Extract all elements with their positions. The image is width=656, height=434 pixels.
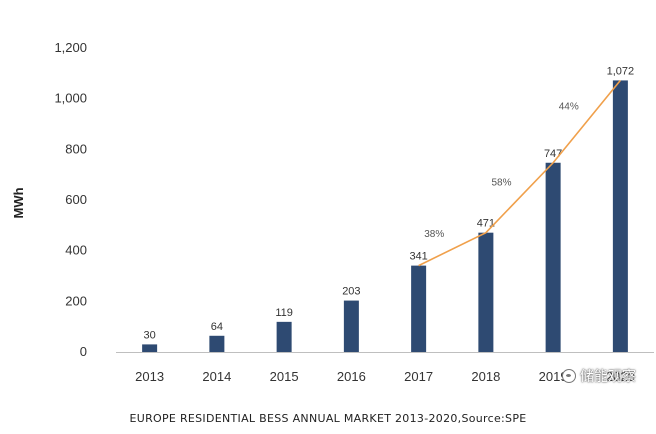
y-tick-label: 600 [65,192,87,207]
growth-label: 38% [424,229,444,240]
x-tick-label: 2014 [202,369,231,384]
x-tick-label: 2016 [337,369,366,384]
bar-value-label: 1,072 [607,65,635,77]
bar-2014 [209,335,225,352]
x-axis-ticks: 2013 2014 2015 2016 2017 2018 2019 2020 [135,369,635,384]
y-tick-label: 400 [65,243,87,258]
y-tick-label: 0 [80,344,87,359]
x-tick-label: 2018 [471,369,500,384]
bar-2016 [343,300,359,352]
growth-label: 58% [491,178,511,189]
watermark-text: 储能观察 [580,369,636,385]
x-tick-label: 2013 [135,369,164,384]
x-tick-label: 2019 [539,369,568,384]
bar-2018 [478,232,494,352]
y-axis-ticks: 0 200 400 600 800 1,000 1,200 [54,40,87,359]
watermark: 储能观察 [562,366,636,386]
wechat-icon [562,369,576,383]
y-tick-label: 200 [65,293,87,308]
y-tick-label: 1,200 [54,40,87,55]
bar-value-label: 30 [144,329,156,341]
growth-label: 44% [559,102,579,113]
bar-2017 [411,265,427,352]
growth-labels: 38% 58% 44% [424,102,579,241]
y-tick-label: 1,000 [54,91,87,106]
growth-line [418,79,621,267]
bar-value-label: 119 [275,307,293,319]
bar-2019 [545,162,561,352]
bar-value-label: 471 [477,218,495,230]
bars [142,80,628,352]
x-tick-label: 2015 [270,369,299,384]
bar-value-label: 341 [409,251,427,263]
y-tick-label: 800 [65,141,87,156]
bar-2020 [612,80,628,352]
bar-value-label: 64 [211,321,223,333]
bar-2013 [142,344,158,352]
y-axis-title: MWh [11,187,26,218]
chart-caption: EUROPE RESIDENTIAL BESS ANNUAL MARKET 20… [129,412,527,425]
x-tick-label: 2020 [606,369,635,384]
x-tick-label: 2017 [404,369,433,384]
bar-2015 [276,321,292,352]
bar-value-label: 203 [342,286,360,298]
